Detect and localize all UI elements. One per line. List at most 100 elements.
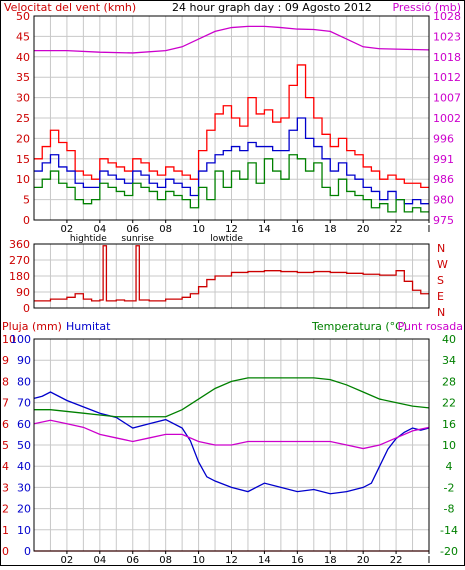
- rain-tick-label: 2: [2, 503, 9, 516]
- temperature-tick-label: -20: [440, 545, 458, 558]
- x-tick-label: 10: [192, 224, 205, 235]
- x-tick-label: 22: [390, 555, 403, 566]
- humidity-line: [33, 391, 430, 495]
- axis-layer: 0510152025303540455097598098699199610021…: [2, 10, 461, 570]
- wind-direction-line: [34, 245, 429, 302]
- compass-letter: W: [437, 258, 448, 271]
- humidity-axis-title: Humitat: [66, 320, 111, 333]
- x-tick-label: 02: [61, 224, 74, 235]
- x-event-label: hightide: [70, 234, 107, 244]
- rain-tick-label: 4: [2, 460, 9, 473]
- pressure-tick-label: 1007: [433, 92, 461, 105]
- temperature-line: [34, 377, 430, 418]
- wind-tick-label: 5: [23, 194, 30, 207]
- dewpoint-axis-title: Punt rosada: [398, 320, 463, 333]
- rain-tick-label: 0: [2, 545, 9, 558]
- wind-tick-label: 25: [16, 112, 30, 125]
- wind-tick-label: 50: [16, 10, 30, 23]
- x-tick-label: 06: [126, 224, 139, 235]
- compass-letter: E: [437, 290, 444, 303]
- x-tick-label: 06: [126, 555, 139, 566]
- pressure-line: [34, 25, 430, 54]
- pressure-tick-label: 986: [433, 173, 454, 186]
- temperature-tick-label: 22: [442, 397, 456, 410]
- humidity-tick-label: 10: [17, 524, 31, 537]
- humidity-tick-label: 30: [17, 481, 31, 494]
- humidity-tick-label: 70: [17, 397, 31, 410]
- x-event-label: lowtide: [210, 234, 243, 244]
- wind-tick-label: 10: [16, 173, 30, 186]
- humidity-tick-label: 60: [17, 418, 31, 431]
- compass-letter: S: [437, 274, 444, 287]
- pressure-tick-label: 991: [433, 153, 454, 166]
- direction-panel-frame: [33, 243, 430, 309]
- temperature-tick-label: -8: [444, 503, 455, 516]
- pressure-tick-label: 1028: [433, 10, 461, 23]
- x-tick-label: I: [428, 555, 431, 566]
- x-tick-label: 20: [357, 555, 370, 566]
- x-tick-label: I: [428, 224, 431, 235]
- chart-title: 24 hour graph day : 09 Agosto 2012: [172, 1, 372, 14]
- humidity-tick-label: 50: [17, 439, 31, 452]
- x-tick-label: 02: [61, 555, 74, 566]
- compass-letter: N: [437, 306, 445, 319]
- temperature-tick-label: 34: [442, 354, 456, 367]
- humidity-tick-label: 100: [10, 333, 31, 346]
- rain-tick-label: 10: [2, 333, 16, 346]
- pressure-tick-label: 1023: [433, 30, 461, 43]
- wind-direction-speed-line: [34, 154, 429, 213]
- temperature-tick-label: 4: [446, 460, 453, 473]
- direction-tick-label: 90: [16, 286, 30, 299]
- wind-tick-label: 40: [16, 51, 30, 64]
- x-tick-label: 16: [291, 555, 304, 566]
- direction-tick-label: 360: [9, 238, 30, 251]
- pressure-tick-label: 1018: [433, 51, 461, 64]
- rain-tick-label: 3: [2, 481, 9, 494]
- x-tick-label: 08: [159, 224, 172, 235]
- wind-tick-label: 35: [16, 71, 30, 84]
- pressure-tick-label: 1012: [433, 71, 461, 84]
- pressure-axis-title: Pressió (mb): [392, 1, 461, 14]
- pressure-tick-label: 980: [433, 194, 454, 207]
- dewpoint-line: [33, 419, 430, 450]
- wind-average-line: [34, 117, 429, 205]
- direction-tick-label: 0: [23, 302, 30, 315]
- rain-tick-label: 5: [2, 439, 9, 452]
- wind-gust-line: [34, 64, 429, 189]
- pressure-tick-label: 975: [433, 214, 454, 227]
- temperature-tick-label: -14: [440, 524, 458, 537]
- x-tick-label: 16: [291, 224, 304, 235]
- temperature-axis-title: Temperatura (°C): [311, 320, 407, 333]
- direction-tick-label: 270: [9, 254, 30, 267]
- pressure-tick-label: 996: [433, 132, 454, 145]
- wind-tick-label: 20: [16, 132, 30, 145]
- x-tick-label: 14: [258, 555, 271, 566]
- x-tick-label: 14: [258, 224, 271, 235]
- x-tick-label: 10: [192, 555, 205, 566]
- x-tick-label: 18: [324, 224, 337, 235]
- x-tick-label: 12: [225, 224, 238, 235]
- temperature-tick-label: 10: [442, 439, 456, 452]
- rain-tick-label: 8: [2, 375, 9, 388]
- temperature-tick-label: -2: [444, 481, 455, 494]
- wind-tick-label: 45: [16, 30, 30, 43]
- humidity-tick-label: 90: [17, 354, 31, 367]
- x-tick-label: 18: [324, 555, 337, 566]
- wind-tick-label: 0: [23, 214, 30, 227]
- x-tick-label: 04: [93, 224, 106, 235]
- wind-tick-label: 15: [16, 153, 30, 166]
- humidity-tick-label: 80: [17, 375, 31, 388]
- pressure-tick-label: 1002: [433, 112, 461, 125]
- wind-tick-label: 30: [16, 92, 30, 105]
- direction-tick-label: 180: [9, 270, 30, 283]
- temperature-tick-label: 40: [442, 333, 456, 346]
- humidity-tick-label: 40: [17, 460, 31, 473]
- humidity-tick-label: 0: [24, 545, 31, 558]
- rain-tick-label: 6: [2, 418, 9, 431]
- temperature-tick-label: 28: [442, 375, 456, 388]
- rain-tick-label: 1: [2, 524, 9, 537]
- compass-letter: N: [437, 242, 445, 255]
